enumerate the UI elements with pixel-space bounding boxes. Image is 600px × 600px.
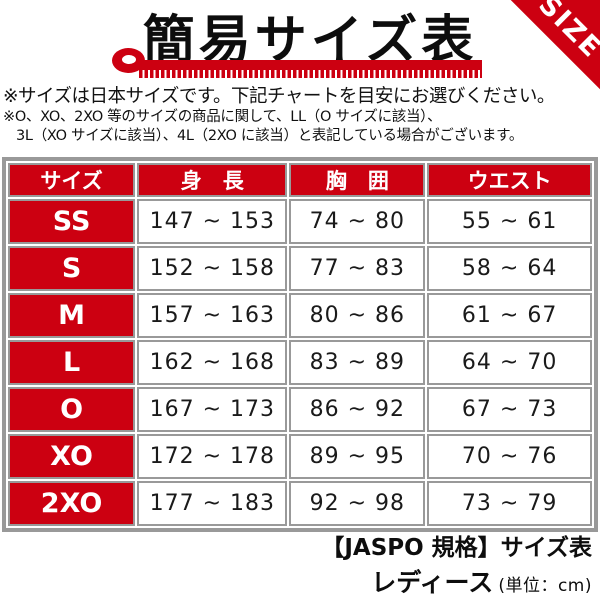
table-row: S 152 ~ 158 77 ~ 83 58 ~ 64 [8, 246, 592, 291]
value-cell: 64 ~ 70 [427, 340, 592, 385]
value-cell: 77 ~ 83 [289, 246, 426, 291]
table-row: L 162 ~ 168 83 ~ 89 64 ~ 70 [8, 340, 592, 385]
table-row: SS 147 ~ 153 74 ~ 80 55 ~ 61 [8, 199, 592, 244]
size-cell: XO [8, 434, 136, 479]
corner-ribbon: SIZE [510, 0, 600, 90]
value-cell: 55 ~ 61 [427, 199, 592, 244]
value-cell: 58 ~ 64 [427, 246, 592, 291]
value-cell: 74 ~ 80 [289, 199, 426, 244]
size-cell: 2XO [8, 481, 136, 526]
value-cell: 80 ~ 86 [289, 293, 426, 338]
value-cell: 89 ~ 95 [289, 434, 426, 479]
value-cell: 83 ~ 89 [289, 340, 426, 385]
value-cell: 147 ~ 153 [137, 199, 288, 244]
value-cell: 67 ~ 73 [427, 387, 592, 432]
note-line-1: ※サイズは日本サイズです。下記チャートを目安にお選びください。 [3, 86, 555, 107]
jaspo-standard-label: 【JASPO 規格】サイズ表 [321, 535, 592, 561]
unit-label: (単位：cm) [498, 575, 592, 596]
table-header-row: サイズ 身 長 胸 囲 ウエスト [8, 163, 592, 197]
col-header-height: 身 長 [137, 163, 288, 197]
value-cell: 152 ~ 158 [137, 246, 288, 291]
col-header-size: サイズ [8, 163, 136, 197]
table-row: O 167 ~ 173 86 ~ 92 67 ~ 73 [8, 387, 592, 432]
category-unit-line: レディース (単位：cm) [321, 563, 592, 599]
size-table: サイズ 身 長 胸 囲 ウエスト SS 147 ~ 153 74 ~ 80 55… [2, 157, 598, 532]
value-cell: 167 ~ 173 [137, 387, 288, 432]
size-cell: SS [8, 199, 136, 244]
size-cell: M [8, 293, 136, 338]
footer-captions: 【JASPO 規格】サイズ表 レディース (単位：cm) [321, 535, 592, 599]
size-cell: O [8, 387, 136, 432]
value-cell: 177 ~ 183 [137, 481, 288, 526]
note-line-3: 3L（XO サイズに該当）、4L（2XO に該当）と表記している場合がございます… [16, 127, 524, 144]
value-cell: 61 ~ 67 [427, 293, 592, 338]
size-cell: S [8, 246, 136, 291]
value-cell: 73 ~ 79 [427, 481, 592, 526]
value-cell: 70 ~ 76 [427, 434, 592, 479]
note-line-2: ※O、XO、2XO 等のサイズの商品に関して、LL（O サイズに該当）、 [3, 109, 442, 126]
category-label: レディース [371, 567, 494, 597]
measuring-tape-icon [139, 60, 482, 78]
table-row: 2XO 177 ~ 183 92 ~ 98 73 ~ 79 [8, 481, 592, 526]
notes-block: ※サイズは日本サイズです。下記チャートを目安にお選びください。 ※O、XO、2X… [3, 85, 597, 145]
value-cell: 92 ~ 98 [289, 481, 426, 526]
value-cell: 157 ~ 163 [137, 293, 288, 338]
col-header-waist: ウエスト [427, 163, 592, 197]
value-cell: 162 ~ 168 [137, 340, 288, 385]
value-cell: 172 ~ 178 [137, 434, 288, 479]
size-badge-label: SIZE [532, 0, 600, 65]
table-row: XO 172 ~ 178 89 ~ 95 70 ~ 76 [8, 434, 592, 479]
measuring-tape-ticks [139, 70, 482, 78]
size-cell: L [8, 340, 136, 385]
value-cell: 86 ~ 92 [289, 387, 426, 432]
table-row: M 157 ~ 163 80 ~ 86 61 ~ 67 [8, 293, 592, 338]
col-header-chest: 胸 囲 [289, 163, 426, 197]
